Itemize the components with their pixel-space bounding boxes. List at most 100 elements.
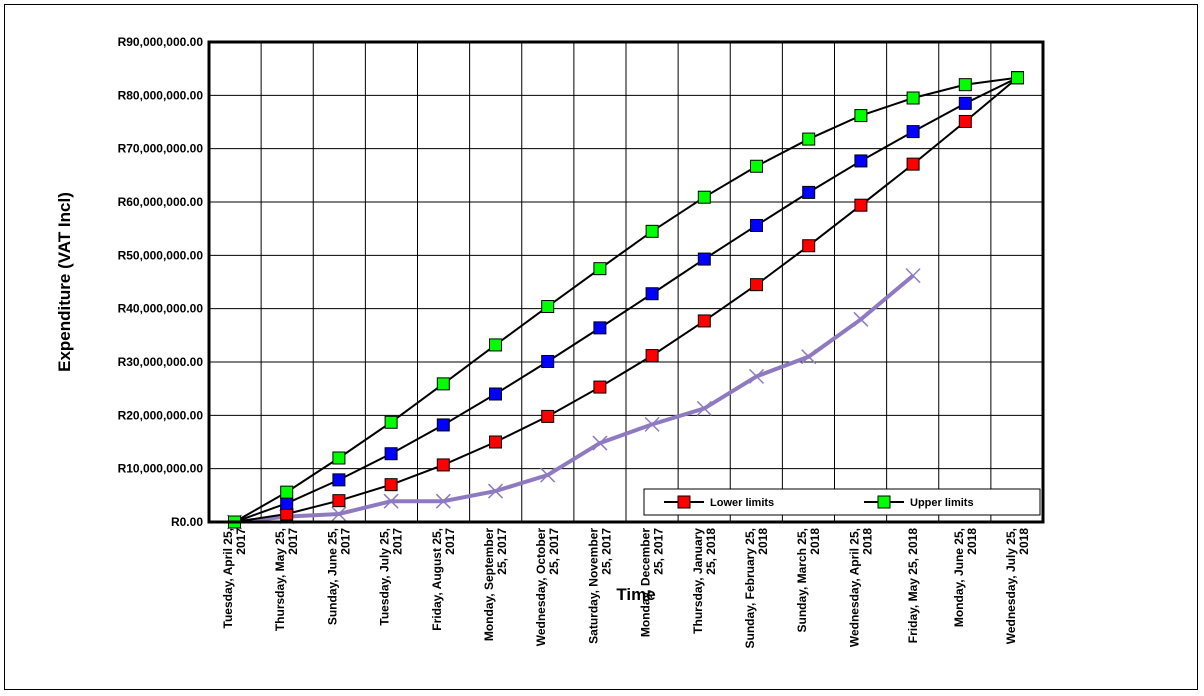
x-tick-label: Friday, May 25, 2018 [906, 528, 920, 644]
svg-text:Friday, August 25,2017: Friday, August 25,2017 [430, 528, 457, 631]
data-point [436, 458, 450, 472]
svg-text:Sunday, March 25,2018: Sunday, March 25,2018 [795, 528, 822, 633]
data-point [489, 387, 502, 401]
y-tick-label: R40,000,000.00 [118, 302, 204, 316]
data-point [854, 154, 868, 168]
legend-marker [877, 495, 891, 509]
data-point [541, 409, 555, 423]
legend-box [643, 488, 1041, 516]
data-point [958, 114, 972, 128]
data-point [854, 198, 868, 212]
series-line [234, 76, 1018, 523]
data-point [280, 485, 294, 499]
x-tick-label: Monday, September25, 2017 [482, 528, 509, 641]
data-point [906, 157, 920, 171]
series-line [234, 76, 1018, 523]
data-point [541, 354, 555, 368]
data-point [906, 125, 920, 139]
x-axis-ticks: Tuesday, April 25,2017 Thursday, May 25,2… [221, 528, 1031, 649]
x-tick-label: Thursday, January25, 2018 [691, 528, 718, 634]
svg-text:Monday, September25, 2017: Monday, September25, 2017 [482, 528, 509, 641]
data-point [801, 349, 817, 365]
data-point [802, 239, 816, 253]
y-tick-label: R0.00 [171, 515, 203, 529]
x-tick-label: Tuesday, April 25,2017 [221, 528, 248, 629]
data-point [853, 311, 869, 327]
data-point [697, 314, 711, 328]
svg-text:Sunday, February 25,2018: Sunday, February 25,2018 [743, 528, 770, 649]
x-tick-label: Thursday, May 25,2017 [273, 528, 300, 631]
x-tick-label: Sunday, June 25,2017 [325, 528, 352, 625]
data-point [696, 400, 712, 416]
data-point [384, 478, 398, 492]
y-tick-label: R10,000,000.00 [118, 462, 204, 476]
data-point [593, 321, 607, 335]
y-tick-label: R60,000,000.00 [118, 195, 204, 209]
y-axis-ticks: R0.00 R10,000,000.00 R20,000,000.00 R30,000… [118, 35, 204, 529]
data-point [854, 109, 868, 123]
svg-text:Friday, May 25, 2018: Friday, May 25, 2018 [906, 528, 920, 644]
svg-text:Wednesday, October25, 2017: Wednesday, October25, 2017 [534, 528, 561, 647]
data-point [750, 159, 763, 173]
svg-text:Wednesday, July 25,2018: Wednesday, July 25,2018 [1004, 528, 1031, 645]
data-point [906, 91, 920, 105]
svg-text:Sunday, June 25,2017: Sunday, June 25,2017 [325, 528, 352, 625]
x-tick-label: Tuesday, July 25,2017 [378, 528, 405, 626]
y-tick-label: R70,000,000.00 [118, 142, 204, 156]
data-point [332, 473, 346, 487]
data-point [487, 483, 504, 499]
data-point [332, 451, 346, 465]
data-point [384, 447, 398, 461]
y-tick-label: R90,000,000.00 [118, 35, 204, 49]
data-point [1011, 71, 1024, 85]
data-point [645, 224, 659, 238]
x-tick-label: Saturday, November25, 2017 [586, 528, 613, 644]
data-point [750, 278, 763, 292]
data-point [645, 287, 659, 301]
data-point [280, 496, 294, 510]
series-layer [226, 71, 1024, 530]
svg-text:Thursday, May 25,2017: Thursday, May 25,2017 [273, 528, 300, 631]
data-point [436, 418, 450, 432]
x-axis-title: Time [616, 585, 655, 604]
data-point [489, 338, 502, 352]
series-2 [228, 71, 1024, 529]
x-tick-label: Sunday, March 25,2018 [795, 528, 822, 633]
data-point [645, 349, 659, 363]
x-tick-label: Monday, December25, 2017 [639, 528, 666, 637]
data-point [593, 262, 607, 276]
x-tick-label: Wednesday, April 25,2018 [847, 528, 874, 647]
legend-marker [677, 495, 691, 509]
series-line [234, 76, 1019, 523]
data-point [750, 218, 763, 232]
y-tick-label: R80,000,000.00 [118, 88, 204, 102]
svg-text:Saturday, November25, 2017: Saturday, November25, 2017 [586, 528, 613, 644]
data-point [958, 96, 972, 110]
grid-lines [209, 41, 1043, 523]
legend-item: Upper limits [864, 495, 974, 509]
data-point [383, 493, 399, 509]
x-tick-label: Monday, June 25,2018 [952, 528, 979, 627]
y-axis-title: Expenditure (VAT Incl) [55, 192, 74, 372]
data-point [592, 435, 608, 451]
data-point [541, 300, 555, 314]
data-point [540, 467, 556, 483]
x-tick-label: Wednesday, July 25,2018 [1004, 528, 1031, 645]
x-tick-label: Friday, August 25,2017 [430, 528, 457, 631]
legend: Lower limits Upper limits [643, 488, 1041, 516]
data-point [436, 377, 450, 391]
data-point [802, 132, 816, 146]
series-1 [228, 71, 1024, 529]
y-tick-label: R50,000,000.00 [118, 248, 204, 262]
data-point [958, 78, 972, 92]
data-point [644, 416, 660, 432]
x-tick-label: Sunday, February 25,2018 [743, 528, 770, 649]
legend-label: Upper limits [910, 497, 974, 509]
plot-area [207, 40, 1045, 524]
svg-text:Thursday, January25, 2018: Thursday, January25, 2018 [691, 528, 718, 634]
y-tick-label: R30,000,000.00 [118, 355, 204, 369]
data-point [332, 494, 346, 508]
svg-text:Monday, December25, 2017: Monday, December25, 2017 [639, 528, 666, 637]
data-point [435, 493, 451, 509]
